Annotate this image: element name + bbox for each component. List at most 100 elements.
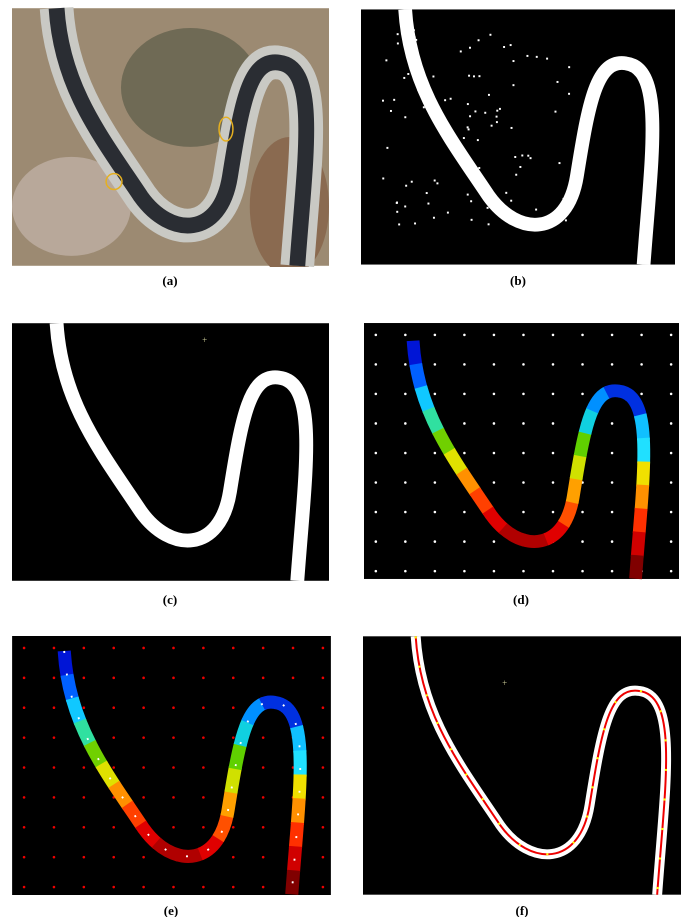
noise bbox=[425, 87, 428, 90]
grid-dot bbox=[82, 885, 86, 889]
grid-dot bbox=[291, 646, 295, 650]
grid-dot bbox=[433, 481, 437, 484]
caption: (e) bbox=[163, 903, 179, 917]
grid-dot bbox=[52, 706, 56, 710]
panel-b bbox=[361, 9, 675, 266]
grid-dot bbox=[581, 392, 584, 396]
grid-dot bbox=[551, 422, 555, 425]
grid-dot bbox=[374, 363, 378, 366]
noise bbox=[477, 39, 480, 42]
grid-dot bbox=[321, 885, 325, 889]
noise bbox=[433, 179, 436, 182]
grid-dot bbox=[492, 451, 496, 455]
grid-dot bbox=[231, 676, 235, 680]
grid-dot bbox=[610, 363, 614, 366]
panel-c: + bbox=[12, 323, 329, 581]
noise bbox=[474, 110, 477, 113]
noise bbox=[486, 206, 489, 209]
noise bbox=[498, 107, 501, 110]
noise bbox=[469, 46, 471, 49]
noise bbox=[469, 115, 472, 118]
vehicle-marker bbox=[218, 116, 234, 142]
grid-dot bbox=[321, 646, 325, 650]
noise bbox=[510, 126, 513, 129]
noise bbox=[478, 166, 481, 169]
noise bbox=[487, 223, 490, 226]
noise bbox=[478, 75, 481, 78]
grid-dot bbox=[142, 676, 145, 680]
noise bbox=[432, 75, 435, 78]
shift bbox=[57, 650, 307, 895]
grid-dot bbox=[404, 422, 407, 425]
noise bbox=[486, 192, 488, 195]
grid-dot bbox=[374, 540, 378, 543]
grid-dot bbox=[522, 569, 525, 573]
grid-dot bbox=[22, 646, 26, 650]
terrain bbox=[12, 156, 131, 256]
noise bbox=[535, 55, 538, 58]
grid-dot bbox=[22, 766, 26, 769]
grid-dot bbox=[374, 569, 378, 573]
grid-dot bbox=[52, 825, 56, 829]
noise bbox=[446, 211, 449, 214]
grid-dot bbox=[433, 363, 437, 366]
marker: + bbox=[202, 335, 207, 345]
noise bbox=[466, 126, 469, 129]
grid-dot bbox=[112, 885, 116, 889]
noise bbox=[568, 92, 571, 95]
grid-dot bbox=[522, 363, 525, 366]
noise bbox=[404, 116, 407, 119]
noise bbox=[470, 218, 473, 221]
grid-dot bbox=[581, 569, 584, 573]
noise bbox=[512, 84, 515, 87]
grid-dot bbox=[522, 510, 525, 514]
noise bbox=[476, 139, 479, 142]
grid-dot bbox=[463, 510, 466, 514]
shift bbox=[406, 340, 651, 580]
grid-dot bbox=[404, 333, 407, 337]
grid-dot bbox=[463, 540, 466, 543]
grid-dot bbox=[321, 706, 325, 710]
grid-dot bbox=[669, 392, 673, 396]
grid-dot bbox=[610, 481, 614, 484]
grid-dot bbox=[202, 825, 205, 829]
noise bbox=[410, 180, 413, 183]
noise bbox=[510, 199, 513, 202]
grid-dot bbox=[433, 333, 437, 337]
grid-dot bbox=[142, 796, 145, 799]
grid-dot bbox=[172, 676, 175, 680]
road bbox=[48, 7, 315, 267]
grid-dot bbox=[231, 706, 235, 710]
grid-dot bbox=[82, 766, 86, 769]
grid-dot bbox=[492, 333, 496, 337]
noise bbox=[459, 50, 462, 53]
grid-dot bbox=[172, 796, 175, 799]
grid-dot bbox=[551, 569, 555, 573]
grid-dot bbox=[261, 885, 265, 889]
grid-dot bbox=[404, 540, 407, 543]
grid-dot bbox=[172, 736, 175, 739]
grid-dot bbox=[669, 569, 673, 573]
noise bbox=[564, 219, 567, 222]
grid-dot bbox=[112, 825, 116, 829]
noise bbox=[526, 54, 529, 57]
panel-a bbox=[12, 7, 329, 267]
grid-dot bbox=[82, 646, 86, 650]
grid-dot bbox=[142, 766, 145, 769]
noise bbox=[403, 76, 406, 79]
grid-dot bbox=[112, 766, 116, 769]
noise bbox=[469, 174, 472, 177]
noise bbox=[417, 88, 420, 91]
grid-dot bbox=[492, 392, 496, 396]
grid-dot bbox=[82, 855, 86, 859]
grid-dot bbox=[669, 363, 673, 366]
grid-dot bbox=[112, 676, 116, 680]
noise bbox=[489, 33, 492, 36]
grid-dot bbox=[52, 796, 56, 799]
grid-dot bbox=[433, 451, 437, 455]
grid-dot bbox=[82, 676, 86, 680]
grid-dot bbox=[82, 796, 86, 799]
noise bbox=[389, 109, 392, 112]
caption: (b) bbox=[510, 273, 526, 288]
road-segment bbox=[406, 340, 651, 580]
